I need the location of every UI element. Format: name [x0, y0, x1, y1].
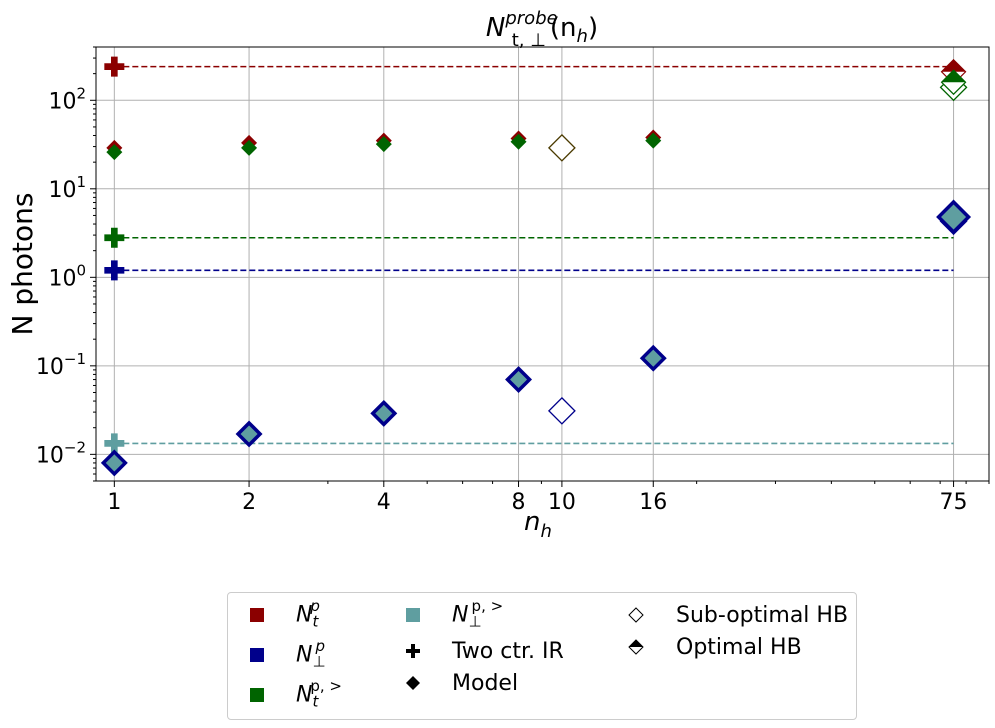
legend-item-nperp-gt: N⊥p, >: [406, 597, 504, 631]
y-axis-label: N photons: [6, 193, 39, 336]
model-point: [370, 399, 398, 427]
legend-item-model: Model: [406, 667, 518, 699]
chart-title: Nprobe t, ⊥ (nh): [486, 8, 598, 51]
legend-item-nt: Ntp: [250, 597, 320, 631]
x-tick-label: 2: [242, 490, 256, 515]
legend-label-nt-gt: Ntp, >: [296, 677, 342, 711]
x-tick-label: 8: [512, 490, 526, 515]
title-args-close: ): [588, 13, 598, 43]
model-point: [235, 420, 263, 448]
legend-item-nperp: N⊥p: [250, 637, 326, 671]
data-marks: [100, 56, 972, 477]
optimal-hb-point-fill: [941, 70, 966, 83]
legend-item-nt-gt: Ntp, >: [250, 677, 342, 711]
y-tick-label: 101: [48, 173, 86, 203]
y-tick-label: 10−2: [36, 438, 86, 468]
title-args-sub: h: [577, 26, 588, 47]
y-tick-label: 102: [48, 84, 86, 114]
legend-label-nperp-gt: N⊥p, >: [452, 597, 504, 631]
x-tick-label: 4: [377, 490, 391, 515]
open-diamond-icon: [628, 607, 644, 623]
model-point: [100, 449, 128, 477]
legend-item-opt: Optimal HB: [628, 631, 802, 663]
chart-svg: 1 2 4 8 10 16 75 10−2 10−1 100 101 102 Nprobe t, ⊥ (n…: [6, 8, 990, 542]
legend-label-model: Model: [452, 670, 519, 696]
legend-label-subopt: Sub-optimal HB: [676, 602, 849, 628]
reference-lines: [114, 65, 954, 445]
model-point: [639, 344, 667, 372]
legend-label-nperp: N⊥p: [296, 637, 326, 671]
x-tick-label: 10: [548, 490, 576, 515]
legend-swatch-nperp-gt: [406, 608, 420, 622]
model-point: [375, 136, 392, 153]
grid: [96, 47, 989, 481]
optimal-hb-point-fill: [941, 59, 966, 72]
suboptimal-hb-point: [547, 396, 576, 425]
model-point: [241, 139, 258, 156]
x-tick-label: 16: [639, 490, 667, 515]
model-point: [510, 133, 527, 150]
model-point: [505, 366, 533, 394]
suboptimal-hb-point: [547, 133, 576, 162]
y-tick-label: 10−1: [36, 350, 86, 380]
legend-swatch-nt-gt: [250, 688, 264, 702]
plus-icon: [406, 644, 420, 658]
title-base: N: [486, 13, 505, 43]
legend: Ntp N⊥p Ntp, > N⊥p, > Two ctr. IR Model …: [227, 592, 857, 720]
optimal-hb-point: [936, 199, 972, 235]
x-axis-label: nh: [524, 507, 552, 542]
title-sub: t, ⊥: [512, 30, 546, 51]
legend-item-two-ctr: Two ctr. IR: [406, 635, 564, 667]
legend-swatch-nperp: [250, 648, 264, 662]
x-tick-label: 1: [107, 490, 121, 515]
y-tick-label: 100: [48, 261, 86, 291]
xlabel-sub: h: [541, 521, 552, 542]
xlabel-base: n: [524, 507, 540, 537]
x-tick-label: 75: [940, 490, 968, 515]
legend-item-subopt: Sub-optimal HB: [628, 599, 848, 631]
axis-ticks: 1 2 4 8 10 16 75 10−2 10−1 100 101 102: [36, 46, 990, 515]
plot-frame: [95, 46, 990, 482]
model-point: [106, 144, 123, 161]
legend-label-two-ctr: Two ctr. IR: [452, 638, 564, 664]
legend-swatch-nt: [250, 608, 264, 622]
two-ctr-ir-marker: [104, 433, 125, 454]
title-sup: probe: [504, 8, 557, 29]
legend-label-opt: Optimal HB: [676, 634, 802, 660]
half-filled-diamond-icon: [628, 639, 644, 655]
legend-label-nt: Ntp: [296, 597, 320, 631]
title-args: (n: [550, 13, 577, 43]
two-ctr-ir-marker: [104, 227, 125, 248]
two-ctr-ir-marker: [104, 260, 125, 281]
diamond-icon: [406, 676, 420, 690]
model-point: [645, 132, 662, 149]
two-ctr-ir-marker: [104, 56, 125, 77]
